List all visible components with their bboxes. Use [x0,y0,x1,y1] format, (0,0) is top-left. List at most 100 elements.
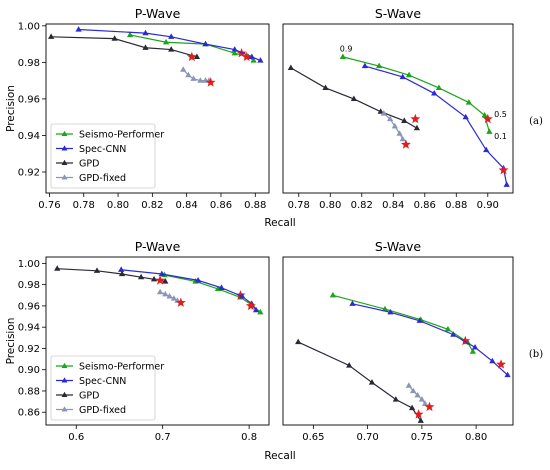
data-point-marker [418,396,425,402]
series-spec-cnn [349,300,511,378]
data-point-marker [417,417,424,423]
data-point-marker [162,290,169,297]
data-point-marker [350,95,358,102]
series-gpd [295,338,424,423]
data-point-marker [349,300,356,306]
data-point-marker [396,130,403,136]
data-point-marker [414,391,421,398]
data-point-marker [137,273,145,280]
y-tick-label: 0.92 [18,167,40,178]
x-tick-label: 0.7 [155,432,171,443]
x-tick-label: 0.80 [465,432,487,443]
data-point-marker [368,379,376,385]
data-point-marker [375,62,383,69]
legend-entry-label: GPD-fixed [79,405,126,416]
data-point-marker [444,325,452,332]
panel-label-a: (a) [529,116,543,127]
y-tick-label: 0.98 [18,280,40,291]
data-point-marker [481,111,488,118]
data-point-marker [75,26,82,32]
data-point-marker [257,308,264,315]
data-point-marker [218,284,225,290]
legend-box [50,123,156,189]
data-point-marker [48,33,55,39]
data-point-marker [392,396,399,402]
data-point-marker [483,146,490,153]
chart-a-p: P-Wave 0.76 0.78 0.80 0.82 0.84 0.86 0.88 0.92 0.… [5,6,270,211]
data-point-marker [401,117,408,123]
series-spec-cnn [118,266,260,313]
threshold-annotation: 0.5 [494,110,507,119]
series-gpd [287,64,421,131]
y-tick-label: 0.90 [18,365,40,376]
chart-title: S-Wave [375,6,422,21]
data-point-marker [489,357,496,364]
legend-entry-label: Spec-CNN [79,376,126,387]
highlight-star-marker [155,275,166,285]
data-point-marker [503,181,510,187]
plot-frame [282,256,514,426]
data-point-marker [54,265,61,271]
y-tick-label: 1.00 [18,259,40,270]
data-point-marker [408,404,416,411]
legend-entry-label: Seismo-Performer [79,130,164,141]
x-tick-label: 0.75 [411,432,433,443]
x-tick-label: 0.80 [319,200,341,211]
series-gpd [48,33,201,62]
x-tick-label: 0.65 [302,432,324,443]
data-point-marker [118,266,125,272]
data-point-marker [168,46,175,52]
legend-entry-label: GPD-fixed [79,173,126,184]
data-point-marker [202,40,209,47]
data-point-marker [405,71,413,78]
series-line [297,341,422,422]
data-point-marker [168,33,175,39]
data-point-marker [462,113,469,120]
data-point-marker [162,278,169,284]
highlight-star-marker [496,359,507,369]
legend-box [50,355,156,421]
data-point-marker [435,84,443,91]
series-spec-cnn [75,26,264,63]
highlight-star-marker [205,77,216,87]
highlight-star-marker [186,51,197,62]
legend-entry-label: GPD [79,159,99,170]
chart-title: P-Wave [135,239,181,254]
series-gpd-fixed [405,382,435,412]
data-point-marker [239,292,246,299]
data-point-marker [111,35,118,41]
data-point-marker [329,291,337,298]
legend-entry-label: GPD [79,391,99,402]
series-gpd [54,265,169,285]
x-tick-label: 0.6 [68,432,84,443]
data-point-marker [197,77,204,83]
y-tick-label: 0.96 [18,301,40,312]
data-point-marker [150,275,158,282]
highlight-star-marker [482,113,493,124]
series-gpd-fixed [180,66,216,87]
data-point-marker [361,62,369,69]
x-tick-label: 0.78 [73,200,95,211]
plot-frame [45,256,270,426]
x-axis-label-bottom: Recall [264,450,295,462]
data-point-marker [339,53,346,59]
data-point-marker [231,49,238,56]
data-point-marker [194,276,202,283]
x-tick-label: 0.82 [141,200,163,211]
highlight-star-marker [413,409,424,419]
data-point-marker [391,122,398,129]
x-tick-label: 0.82 [351,200,373,211]
plot-frame [282,23,514,194]
data-point-marker [185,71,192,78]
y-tick-label: 1.00 [18,21,40,32]
legend-swatch-marker [61,174,68,180]
data-point-marker [166,292,173,299]
data-point-marker [231,46,238,52]
data-point-marker [346,362,353,368]
data-point-marker [248,53,255,59]
x-tick-label: 0.86 [210,200,232,211]
highlight-star-marker [235,290,246,300]
y-tick-label: 0.98 [18,58,40,69]
plot-area: P-Wave 0.76 0.78 0.80 0.82 0.84 0.86 0.88 0.92 0.… [5,6,514,443]
